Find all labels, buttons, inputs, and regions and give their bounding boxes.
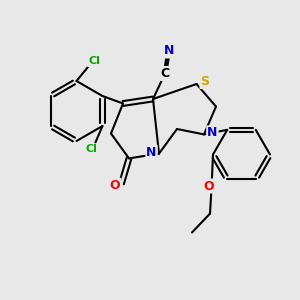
Text: N: N <box>146 146 157 159</box>
Text: O: O <box>110 178 120 192</box>
Text: N: N <box>207 126 218 140</box>
Text: Cl: Cl <box>86 144 98 154</box>
Text: S: S <box>200 75 209 88</box>
Text: Cl: Cl <box>88 56 100 66</box>
Text: N: N <box>164 44 174 58</box>
Text: O: O <box>204 179 214 193</box>
Text: C: C <box>160 67 169 80</box>
